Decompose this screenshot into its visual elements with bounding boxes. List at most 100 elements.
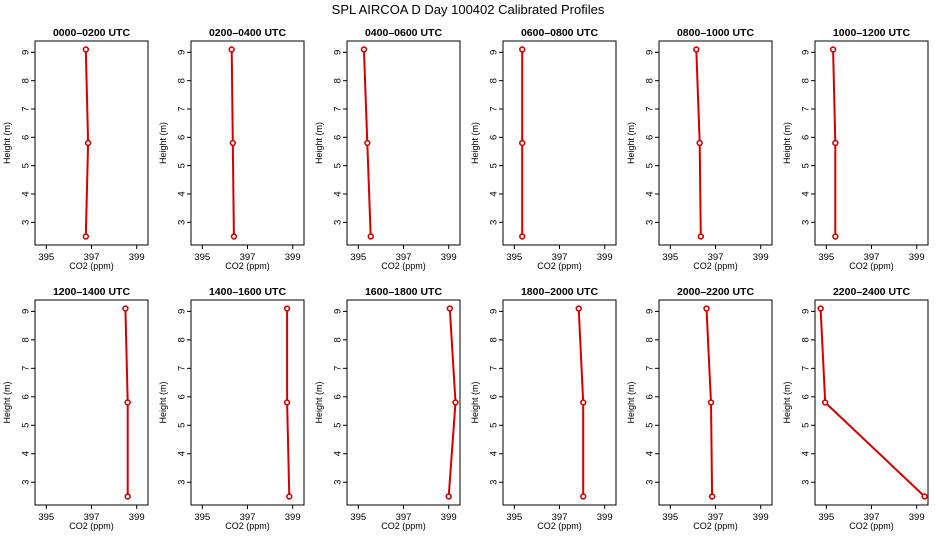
- y-tick-label: 7: [333, 366, 344, 371]
- x-tick-label: 395: [350, 252, 366, 263]
- x-tick-label: 399: [753, 512, 769, 523]
- x-tick-label: 397: [84, 252, 100, 263]
- y-tick-label: 6: [333, 394, 344, 399]
- x-tick-label: 395: [38, 252, 54, 263]
- y-tick-label: 8: [21, 337, 32, 342]
- y-tick-label: 7: [801, 366, 812, 371]
- y-tick-label: 6: [801, 135, 812, 140]
- y-axis-label: Height (m): [314, 381, 324, 423]
- x-tick-label: 397: [864, 512, 880, 523]
- panel-title: 2200–2400 UTC: [833, 286, 910, 298]
- y-tick-label: 3: [489, 480, 500, 485]
- y-tick-label: 4: [489, 191, 500, 196]
- x-tick-label: 399: [909, 512, 925, 523]
- y-tick-label: 3: [801, 220, 812, 225]
- profile-point: [84, 139, 92, 147]
- profile-point: [446, 305, 454, 312]
- panel-4: 0600–0800 UTC 395 397 399 CO2 (ppm) 3 4 5 6 7 8 9 He…: [470, 27, 617, 271]
- panel-title: 0600–0800 UTC: [521, 27, 598, 39]
- plot-frame: [190, 40, 305, 246]
- profile-point: [817, 305, 824, 312]
- y-tick-label: 7: [645, 366, 656, 371]
- panel-7: 1200–1400 UTC 395 397 399 CO2 (ppm) 3 4 5 6 7 8 9 He…: [2, 286, 149, 531]
- y-tick-label: 6: [21, 135, 32, 140]
- y-tick-label: 3: [645, 220, 656, 225]
- y-tick-label: 6: [645, 135, 656, 140]
- profile-point: [286, 493, 293, 500]
- profile-point: [452, 399, 459, 406]
- panel-title: 1400–1600 UTC: [209, 286, 286, 298]
- y-tick-label: 4: [801, 451, 812, 456]
- y-tick-label: 6: [489, 135, 500, 140]
- x-axis-label: CO2 (ppm): [381, 521, 426, 531]
- y-tick-label: 9: [645, 309, 656, 314]
- x-tick-label: 397: [396, 252, 412, 263]
- y-tick-label: 8: [21, 78, 32, 83]
- profile-point: [829, 46, 837, 53]
- x-tick-label: 397: [552, 252, 568, 263]
- y-tick-label: 3: [645, 480, 656, 485]
- panel-2: 0200–0400 UTC 395 397 399 CO2 (ppm) 3 4 5 6 7 8 9 He…: [158, 27, 305, 271]
- profile-point: [283, 399, 291, 406]
- y-axis-label: Height (m): [2, 381, 12, 423]
- y-tick-label: 8: [645, 78, 656, 83]
- x-axis-label: CO2 (ppm): [693, 521, 738, 531]
- panel-10: 1800–2000 UTC 395 397 399 CO2 (ppm) 3 4 5 6 7 8 9 He…: [470, 286, 617, 531]
- y-tick-label: 3: [21, 220, 32, 225]
- x-tick-label: 397: [708, 512, 724, 523]
- y-tick-label: 5: [333, 423, 344, 428]
- y-tick-label: 9: [489, 309, 500, 314]
- profile-point: [82, 233, 90, 240]
- x-tick-label: 397: [708, 252, 724, 263]
- profile-point: [696, 139, 703, 147]
- y-axis-label: Height (m): [626, 122, 636, 164]
- x-tick-label: 399: [909, 252, 925, 263]
- y-tick-label: 4: [645, 191, 656, 196]
- y-tick-label: 9: [21, 309, 32, 314]
- x-tick-label: 399: [129, 512, 145, 523]
- plot-frame: [34, 299, 149, 506]
- plot-frame: [814, 40, 929, 246]
- profile-point: [230, 233, 238, 240]
- panel-9: 1600–1800 UTC 395 397 399 CO2 (ppm) 3 4 5 6 7 8 9 He…: [314, 286, 461, 531]
- x-tick-label: 397: [864, 252, 880, 263]
- panel-title: 0800–1000 UTC: [677, 27, 754, 39]
- y-tick-label: 4: [21, 191, 32, 196]
- x-tick-label: 395: [506, 512, 522, 523]
- y-tick-label: 9: [489, 50, 500, 55]
- profile-point: [921, 493, 928, 500]
- y-tick-label: 8: [489, 78, 500, 83]
- profile-point: [364, 139, 371, 147]
- y-tick-label: 6: [177, 135, 188, 140]
- y-tick-label: 5: [21, 163, 32, 168]
- profile-point: [580, 493, 587, 500]
- figure-title: SPL AIRCOA D Day 100402 Calibrated Profi…: [332, 2, 605, 17]
- y-tick-label: 7: [333, 106, 344, 111]
- x-tick-label: 395: [506, 252, 522, 263]
- panel-title: 1000–1200 UTC: [833, 27, 910, 39]
- y-tick-label: 5: [177, 423, 188, 428]
- y-axis-label: Height (m): [2, 122, 12, 164]
- y-axis-label: Height (m): [470, 122, 480, 164]
- profile-point: [228, 46, 235, 53]
- x-axis-label: CO2 (ppm): [537, 521, 582, 531]
- x-axis-label: CO2 (ppm): [693, 261, 738, 271]
- y-tick-label: 4: [21, 451, 32, 456]
- profile-point: [82, 46, 90, 53]
- plot-frame: [346, 299, 461, 506]
- y-tick-label: 5: [177, 163, 188, 168]
- y-tick-label: 6: [801, 394, 812, 399]
- x-tick-label: 399: [285, 252, 301, 263]
- y-tick-label: 8: [333, 337, 344, 342]
- profile-point: [832, 233, 839, 240]
- x-tick-label: 395: [38, 512, 54, 523]
- panel-5: 0800–1000 UTC 395 397 399 CO2 (ppm) 3 4 5 6 7 8 9 He…: [626, 27, 773, 271]
- x-tick-label: 395: [662, 512, 678, 523]
- x-tick-label: 399: [597, 252, 613, 263]
- profile-point: [367, 233, 374, 240]
- panel-11: 2000–2200 UTC 395 397 399 CO2 (ppm) 3 4 5 6 7 8 9 He…: [626, 286, 773, 531]
- y-tick-label: 4: [333, 191, 344, 196]
- y-tick-label: 7: [801, 106, 812, 111]
